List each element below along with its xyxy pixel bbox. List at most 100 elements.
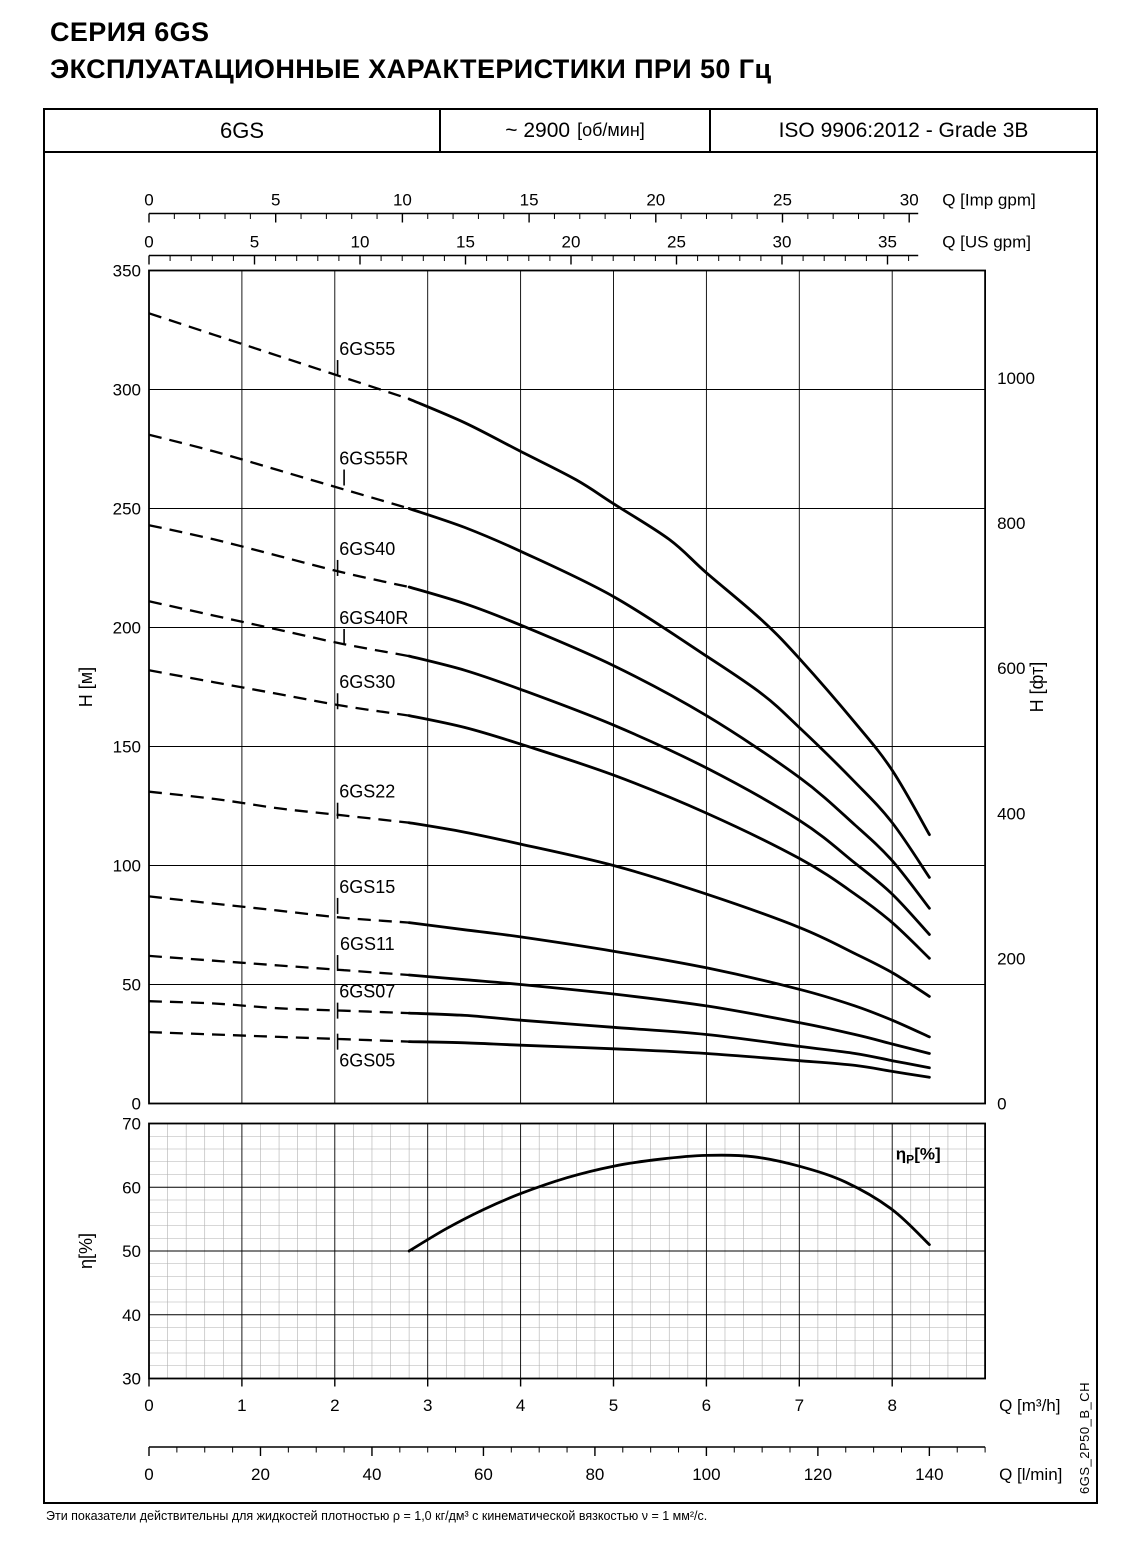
pump-speed: ~ 2900 [об/мин] xyxy=(441,110,711,151)
svg-text:8: 8 xyxy=(887,1396,896,1415)
svg-text:50: 50 xyxy=(122,976,141,995)
svg-text:10: 10 xyxy=(393,191,412,210)
svg-text:10: 10 xyxy=(351,233,370,252)
title-line-1: СЕРИЯ 6GS xyxy=(50,17,210,47)
svg-text:300: 300 xyxy=(113,381,141,400)
svg-text:15: 15 xyxy=(520,191,539,210)
curve-6GS05 xyxy=(148,1030,931,1079)
performance-chart-svg: 0 5 10 15 20 25 30 Q [Imp gpm]0 5 10 15 20 25 30 35 Q [… xyxy=(76,191,1062,1485)
svg-text:250: 250 xyxy=(113,500,141,519)
chart-frame: 6GS ~ 2900 [об/мин] ISO 9906:2012 - Grad… xyxy=(43,108,1098,1504)
svg-text:4: 4 xyxy=(516,1396,525,1415)
curve-6GS40 xyxy=(148,524,931,910)
svg-text:5: 5 xyxy=(609,1396,618,1415)
svg-text:1: 1 xyxy=(237,1396,246,1415)
svg-text:0: 0 xyxy=(144,1465,153,1484)
svg-text:50: 50 xyxy=(122,1242,141,1261)
svg-text:Q [US gpm]: Q [US gpm] xyxy=(942,233,1031,252)
curve-6GS30 xyxy=(148,669,931,960)
curve-label-6GS15: 6GS15 xyxy=(339,877,395,897)
svg-text:100: 100 xyxy=(113,857,141,876)
svg-text:0: 0 xyxy=(144,1396,153,1415)
svg-text:Q [l/min]: Q [l/min] xyxy=(999,1465,1062,1484)
curve-label-6GS30: 6GS30 xyxy=(339,672,395,692)
curve-label-6GS40: 6GS40 xyxy=(339,539,395,559)
svg-text:Q [Imp gpm]: Q [Imp gpm] xyxy=(942,191,1036,210)
curve-label-6GS05: 6GS05 xyxy=(339,1051,395,1071)
curve-6GS55R xyxy=(148,433,931,879)
top-axis-imp-gpm: 0 5 10 15 20 25 30 Q [Imp gpm] xyxy=(144,191,1036,223)
svg-text:80: 80 xyxy=(585,1465,604,1484)
curve-6GS15 xyxy=(148,895,931,1039)
efficiency-annotation: ηP[%] xyxy=(896,1144,941,1166)
svg-text:0: 0 xyxy=(144,191,153,210)
svg-text:350: 350 xyxy=(113,262,141,281)
head-chart: 0 50 100 150 200 250 300 350 0 200 400 600 800 1000 H … xyxy=(76,262,1047,1114)
footer-note: Эти показатели действительны для жидкост… xyxy=(46,1509,708,1523)
svg-text:100: 100 xyxy=(692,1465,720,1484)
svg-text:70: 70 xyxy=(122,1115,141,1134)
svg-text:2: 2 xyxy=(330,1396,339,1415)
svg-text:150: 150 xyxy=(113,738,141,757)
series-name: 6GS xyxy=(45,110,441,151)
svg-text:0: 0 xyxy=(132,1095,141,1114)
svg-text:1000: 1000 xyxy=(997,369,1035,388)
svg-text:60: 60 xyxy=(474,1465,493,1484)
svg-text:7: 7 xyxy=(795,1396,804,1415)
bottom-axis-lmin: 0 20 40 60 80 100 120 140 Q [l/min] xyxy=(144,1446,1062,1484)
svg-text:120: 120 xyxy=(804,1465,832,1484)
svg-text:6: 6 xyxy=(702,1396,711,1415)
svg-text:35: 35 xyxy=(878,233,897,252)
curve-6GS07 xyxy=(148,1000,931,1070)
svg-text:140: 140 xyxy=(915,1465,943,1484)
curve-label-6GS55: 6GS55 xyxy=(339,339,395,359)
svg-text:H [м]: H [м] xyxy=(76,667,96,707)
svg-text:200: 200 xyxy=(113,619,141,638)
curve-label-6GS40R: 6GS40R xyxy=(339,608,408,628)
svg-text:400: 400 xyxy=(997,804,1025,823)
bottom-axis-m3h: 0 1 2 3 4 5 6 7 8 Q [m³/h] xyxy=(144,1378,1061,1415)
curve-labels: 6GS55 6GS55R 6GS40 6GS40R 6GS30 6GS22 6GS15 6GS… xyxy=(336,339,408,1071)
svg-text:H [фт]: H [фт] xyxy=(1027,662,1047,713)
speed-unit: [об/мин] xyxy=(577,120,645,140)
chart-header: 6GS ~ 2900 [об/мин] ISO 9906:2012 - Grad… xyxy=(45,110,1096,153)
svg-text:0: 0 xyxy=(997,1095,1006,1114)
curve-label-6GS22: 6GS22 xyxy=(339,782,395,802)
svg-text:20: 20 xyxy=(562,233,581,252)
svg-text:40: 40 xyxy=(122,1306,141,1325)
svg-text:800: 800 xyxy=(997,514,1025,533)
svg-text:5: 5 xyxy=(250,233,259,252)
svg-text:30: 30 xyxy=(773,233,792,252)
svg-text:0: 0 xyxy=(144,233,153,252)
curve-6GS55 xyxy=(148,312,931,836)
efficiency-chart: 30 40 50 60 70 η[%] ηP[%] xyxy=(76,1115,986,1389)
iso-standard: ISO 9906:2012 - Grade 3B xyxy=(778,118,1029,142)
top-axis-us-gpm: 0 5 10 15 20 25 30 35 Q [US gpm] xyxy=(144,233,1031,265)
svg-text:Q [m³/h]: Q [m³/h] xyxy=(999,1396,1060,1415)
svg-text:3: 3 xyxy=(423,1396,432,1415)
svg-text:25: 25 xyxy=(667,233,686,252)
speed-value: ~ 2900 xyxy=(505,118,571,142)
svg-text:20: 20 xyxy=(646,191,665,210)
svg-text:15: 15 xyxy=(456,233,475,252)
svg-text:25: 25 xyxy=(773,191,792,210)
curve-6GS40R xyxy=(148,600,931,936)
svg-text:60: 60 xyxy=(122,1178,141,1197)
svg-text:20: 20 xyxy=(251,1465,270,1484)
svg-text:30: 30 xyxy=(122,1370,141,1389)
svg-text:5: 5 xyxy=(271,191,280,210)
svg-text:η[%]: η[%] xyxy=(76,1233,96,1269)
curve-6GS11 xyxy=(148,954,931,1055)
curve-label-6GS11: 6GS11 xyxy=(340,934,395,954)
page-title: СЕРИЯ 6GS ЭКСПЛУАТАЦИОННЫЕ ХАРАКТЕРИСТИК… xyxy=(50,14,771,89)
chart-area: 0 5 10 15 20 25 30 Q [Imp gpm] 0 5 10 15 20 25 30 35 Q [… xyxy=(45,153,1092,1500)
curve-6GS22 xyxy=(148,790,931,998)
svg-text:40: 40 xyxy=(362,1465,381,1484)
document-code: 6GS_2P50_B_CH xyxy=(1077,1381,1092,1494)
title-line-2: ЭКСПЛУАТАЦИОННЫЕ ХАРАКТЕРИСТИКИ ПРИ 50 Г… xyxy=(50,54,772,85)
svg-text:600: 600 xyxy=(997,659,1025,678)
svg-text:30: 30 xyxy=(900,191,919,210)
curve-label-6GS07: 6GS07 xyxy=(339,982,395,1002)
curve-label-6GS55R: 6GS55R xyxy=(339,449,408,469)
